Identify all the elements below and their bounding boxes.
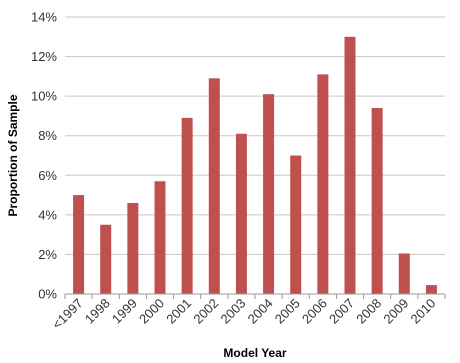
x-axis-ticks: <199719981999200020012002200320042005200… xyxy=(49,294,446,332)
y-tick-label: 12% xyxy=(31,49,57,64)
y-tick-label: 8% xyxy=(38,128,57,143)
y-axis-title: Proportion of Sample xyxy=(6,94,20,216)
bar xyxy=(100,224,112,294)
x-tick-label: 1998 xyxy=(82,296,113,327)
bar xyxy=(181,117,193,295)
y-axis-ticks: 0% 2% 4% 6% 8% 10% 12% 14% xyxy=(31,10,57,302)
bar xyxy=(154,181,166,294)
x-tick-label: 1999 xyxy=(109,296,140,327)
y-tick-label: 0% xyxy=(38,287,57,302)
x-tick-label: 2010 xyxy=(407,296,438,327)
x-tick-label: 2008 xyxy=(353,296,384,327)
x-tick-label: 2001 xyxy=(163,296,194,327)
bars xyxy=(73,36,437,295)
y-tick-label: 6% xyxy=(38,168,57,183)
y-tick-label: 2% xyxy=(38,247,57,262)
y-tick-label: 10% xyxy=(31,89,57,104)
x-tick-label: 2006 xyxy=(299,296,330,327)
bar xyxy=(127,202,139,294)
bar xyxy=(235,133,247,294)
bar xyxy=(263,94,275,295)
x-tick-label: 2003 xyxy=(217,296,248,327)
bar xyxy=(208,78,220,294)
bar xyxy=(344,36,356,295)
bar xyxy=(317,74,329,294)
bar xyxy=(371,108,383,294)
gridlines xyxy=(65,16,445,255)
y-tick-label: 14% xyxy=(31,10,57,25)
x-axis-title: Model Year xyxy=(223,346,286,360)
x-tick-label: 2005 xyxy=(272,296,303,327)
x-tick-label: 2009 xyxy=(380,296,411,327)
x-tick-label: 2000 xyxy=(136,296,167,327)
bar xyxy=(73,195,85,294)
y-tick-label: 4% xyxy=(38,207,57,222)
x-tick-label: 2007 xyxy=(326,296,357,327)
x-tick-label: 2002 xyxy=(190,296,221,327)
bar xyxy=(398,253,410,294)
x-tick-label: 2004 xyxy=(245,296,276,327)
bar xyxy=(425,285,437,294)
bar xyxy=(290,155,302,294)
